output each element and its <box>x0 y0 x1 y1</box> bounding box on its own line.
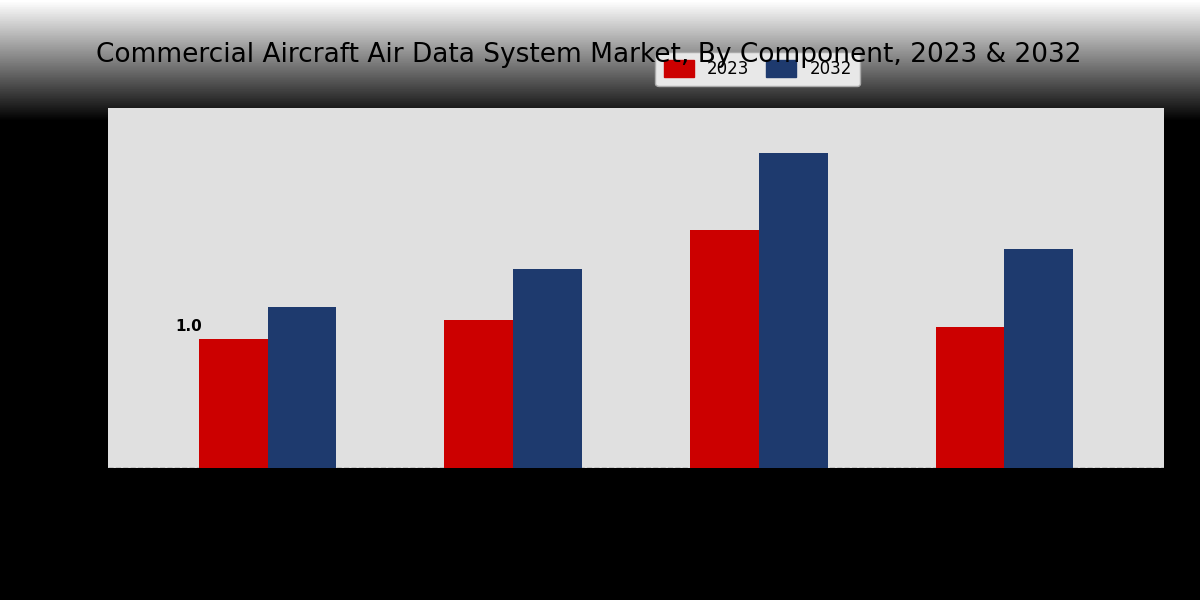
Bar <box>199 340 268 468</box>
Bar <box>268 307 336 468</box>
Bar <box>444 320 514 468</box>
Y-axis label: Market Size in USD Billion: Market Size in USD Billion <box>79 172 97 404</box>
Text: 1.0: 1.0 <box>175 319 203 334</box>
Bar <box>758 153 828 468</box>
Text: Commercial Aircraft Air Data System Market, By Component, 2023 & 2032: Commercial Aircraft Air Data System Mark… <box>96 42 1081 68</box>
Bar <box>514 269 582 468</box>
Bar <box>1004 250 1073 468</box>
Bar <box>690 230 758 468</box>
Legend: 2023, 2032: 2023, 2032 <box>655 52 860 86</box>
Bar <box>936 326 1004 468</box>
